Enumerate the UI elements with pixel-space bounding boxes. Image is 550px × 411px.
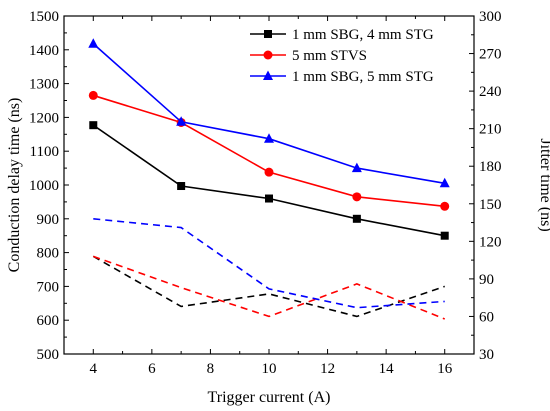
legend-marker xyxy=(264,30,272,38)
right-y-tick-label: 90 xyxy=(479,272,494,288)
data-point xyxy=(264,133,274,143)
data-point xyxy=(89,121,98,130)
x-tick-label: 12 xyxy=(320,361,335,377)
series-line xyxy=(93,255,446,320)
left-y-tick-label: 1200 xyxy=(29,110,59,126)
left-y-tick-label: 700 xyxy=(37,279,60,295)
series-jitter-5 xyxy=(93,218,445,309)
plot-content xyxy=(88,38,450,320)
left-y-tick-label: 1300 xyxy=(29,77,59,93)
data-point xyxy=(440,231,449,240)
x-axis-ticks: 4 6 8 10 12 14 16 xyxy=(90,16,453,377)
right-y-tick-label: 120 xyxy=(479,234,502,250)
series-line xyxy=(93,218,445,309)
left-y-axis-ticks: 500 600 700 800 900 1000 1100 1200 1300 1400 1500 xyxy=(29,9,69,363)
data-point xyxy=(264,167,274,177)
right-y-tick-label: 30 xyxy=(479,347,494,363)
left-y-tick-label: 900 xyxy=(37,212,60,228)
legend-marker xyxy=(263,50,273,60)
series-jitter-4 xyxy=(93,255,446,320)
right-y-axis-ticks: 30 60 90 120 150 180 210 240 270 300 xyxy=(469,9,502,363)
data-point xyxy=(265,194,273,203)
x-axis-title: Trigger current (A) xyxy=(208,389,331,406)
data-point xyxy=(177,182,186,191)
series-delay-0 xyxy=(89,121,449,240)
left-y-tick-label: 500 xyxy=(37,347,60,363)
x-tick-label: 6 xyxy=(148,361,156,377)
data-point xyxy=(88,38,99,48)
left-y-tick-label: 1500 xyxy=(29,9,59,25)
data-point xyxy=(352,214,361,223)
right-y-tick-label: 240 xyxy=(479,84,502,100)
left-y-tick-label: 1400 xyxy=(29,43,59,59)
x-tick-label: 8 xyxy=(207,361,215,377)
legend: 1 mm SBG, 4 mm STG 5 mm STVS 1 mm SBG, 5 m… xyxy=(250,27,434,85)
left-y-axis-title: Conduction delay time (ns) xyxy=(6,98,23,273)
right-y-tick-label: 180 xyxy=(479,159,502,175)
data-point xyxy=(440,201,450,211)
data-point xyxy=(351,162,362,173)
data-point xyxy=(88,90,98,100)
x-tick-label: 14 xyxy=(379,361,395,377)
x-tick-label: 16 xyxy=(437,361,453,377)
data-point xyxy=(176,116,187,126)
x-tick-label: 4 xyxy=(90,361,98,377)
left-y-tick-label: 1100 xyxy=(30,144,59,160)
right-y-tick-label: 150 xyxy=(479,197,502,213)
right-y-tick-label: 270 xyxy=(479,47,502,63)
data-point xyxy=(439,177,450,188)
right-y-axis-title: Jitter time (ns) xyxy=(537,138,550,231)
series-delay-2 xyxy=(88,38,450,188)
legend-marker xyxy=(263,70,273,80)
x-tick-label: 10 xyxy=(262,361,277,377)
legend-label: 1 mm SBG, 5 mm STG xyxy=(292,69,434,85)
left-y-tick-label: 1000 xyxy=(29,178,59,194)
left-y-tick-label: 600 xyxy=(37,313,60,329)
right-y-tick-label: 300 xyxy=(479,9,502,25)
legend-label: 5 mm STVS xyxy=(292,48,367,64)
left-y-tick-label: 800 xyxy=(37,246,60,262)
right-y-tick-label: 210 xyxy=(479,122,502,138)
right-y-tick-label: 60 xyxy=(479,309,494,325)
data-point xyxy=(352,192,362,202)
legend-label: 1 mm SBG, 4 mm STG xyxy=(292,27,434,43)
